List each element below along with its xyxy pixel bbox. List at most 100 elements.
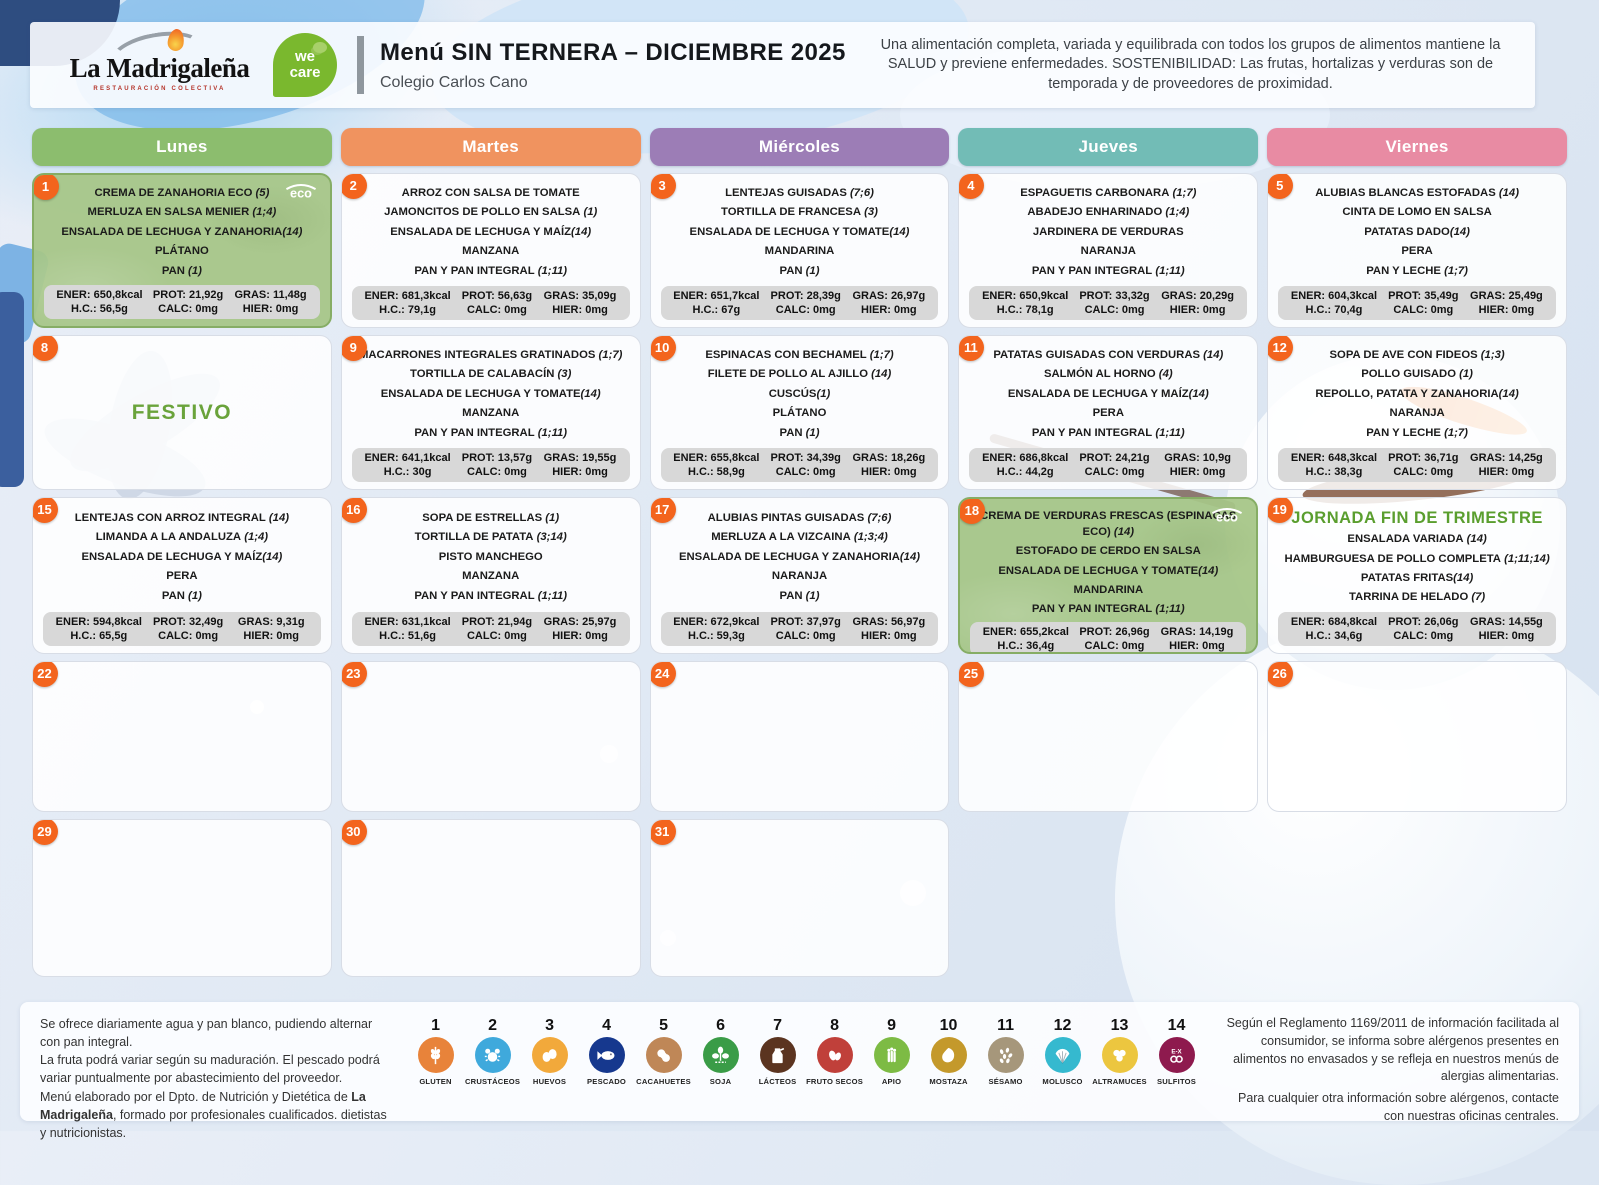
- menu-list: LENTEJAS GUISADAS (7;6) TORTILLA DE FRANC…: [661, 181, 939, 283]
- menu-item: PERA: [1092, 407, 1124, 420]
- menu-item: NARANJA: [1389, 407, 1445, 420]
- allergen-code: (1;7): [595, 349, 623, 362]
- nutrition-summary: ENER: 672,9kcal PROT: 37,97g GRAS: 56,97g H…: [660, 612, 939, 646]
- nutrition-value: H.C.: 78,1g: [996, 304, 1054, 316]
- nutrition-value: ENER: 655,8kcal: [673, 452, 760, 464]
- allergen-code: (1): [580, 206, 598, 219]
- menu-item: MANDARINA: [1073, 584, 1144, 596]
- menu-item: NARANJA: [771, 570, 828, 583]
- nutrition-value: HIER: 0mg: [1169, 466, 1226, 478]
- mustard-icon: [930, 1037, 967, 1073]
- menu-item: PERA: [166, 570, 198, 583]
- sesame-icon: [987, 1037, 1024, 1073]
- day-number-badge: 18: [960, 499, 986, 524]
- allergen-code: (1;11): [534, 264, 568, 277]
- allergen-code: (1): [184, 264, 202, 277]
- day-cell-2: 2 ARROZ CON SALSA DE TOMATE JAMONCITOS DE …: [340, 173, 641, 328]
- allergen-code: (14): [571, 225, 592, 238]
- menu-item: MERLUZA EN SALSA MENIER (1;4): [87, 206, 277, 219]
- day-number-badge: 11: [959, 336, 985, 361]
- allergen-molusco: 12 MOLUSCO: [1039, 1017, 1087, 1086]
- menu-item: PATATAS FRITAS(14): [1360, 572, 1474, 584]
- nutrition-value: CALC: 0mg: [1084, 466, 1145, 478]
- day-cell-11: 11 PATATAS GUISADAS CON VERDURAS (14) SALM…: [958, 335, 1259, 490]
- menu-item: PLÁTANO: [155, 245, 209, 258]
- nutrition-value: GRAS: 14,55g: [1470, 616, 1543, 628]
- eggs-icon: [531, 1037, 568, 1073]
- menu-item: MACARRONES INTEGRALES GRATINADOS (1;7): [358, 349, 623, 362]
- nutrition-value: H.C.: 70,4g: [1305, 304, 1363, 316]
- menu-item: PATATAS GUISADAS CON VERDURAS (14): [993, 349, 1224, 362]
- allergen-number: 1: [431, 1017, 440, 1034]
- allergen-code: (1;4): [249, 206, 277, 219]
- nutrition-value: GRAS: 26,97g: [852, 290, 926, 302]
- weekday-header-lunes: Lunes: [32, 128, 332, 166]
- nutrition-summary: ENER: 686,8kcal PROT: 24,21g GRAS: 10,9g H.…: [969, 448, 1248, 482]
- nutrition-value: HIER: 0mg: [1478, 304, 1535, 316]
- allergen-code: (1;11): [534, 589, 568, 602]
- we-care-line2: care: [289, 64, 321, 81]
- allergen-code: (1;11): [1152, 264, 1185, 277]
- menu-item: ESTOFADO DE CERDO EN SALSA: [1015, 545, 1201, 558]
- day-number-badge: 26: [1268, 662, 1294, 687]
- nutrition-value: HIER: 0mg: [1169, 304, 1226, 316]
- menu-item: PAN (1): [161, 264, 202, 277]
- day-cell-4: 4 ESPAGUETIS CARBONARA (1;7) ABADEJO ENHAR…: [958, 173, 1259, 328]
- day-cell-9: 9 MACARRONES INTEGRALES GRATINADOS (1;7) T…: [340, 335, 641, 490]
- day-number-badge: 17: [650, 498, 676, 523]
- nutrition-value: H.C.: 56,5g: [70, 303, 128, 315]
- allergen-code: (14): [899, 550, 920, 563]
- nutrition-value: CALC: 0mg: [158, 630, 219, 642]
- menu-item: TORTILLA DE PATATA (3;14): [414, 531, 567, 544]
- milk-jug-icon: [759, 1037, 796, 1073]
- allergen-sésamo: 11 SÉSAMO: [982, 1017, 1030, 1086]
- nutrition-summary: ENER: 655,2kcal PROT: 26,96g GRAS: 14,19g H…: [970, 622, 1247, 652]
- allergen-code: (1;11;14): [1500, 552, 1550, 565]
- menu-item: ENSALADA VARIADA (14): [1347, 533, 1487, 546]
- allergen-label: LÁCTEOS: [758, 1077, 797, 1086]
- nutrition-value: CALC: 0mg: [1393, 630, 1454, 642]
- day-number-badge: 31: [650, 820, 676, 845]
- day-number-badge: 1: [33, 175, 59, 200]
- day-cell-5: 5 ALUBIAS BLANCAS ESTOFADAS (14) CINTA DE …: [1267, 173, 1567, 328]
- nutrition-value: GRAS: 9,31g: [237, 616, 305, 628]
- special-day-title: JORNADA FIN DE TRIMESTRE: [1291, 509, 1543, 527]
- footer-note-2: La fruta podrá variar según su maduració…: [40, 1053, 380, 1086]
- nutrition-value: ENER: 686,8kcal: [982, 452, 1069, 464]
- nutrition-value: HIER: 0mg: [552, 466, 608, 478]
- day-cell-25: 25: [958, 661, 1259, 812]
- nutrition-value: CALC: 0mg: [466, 630, 527, 642]
- allergen-code: (1;7): [866, 349, 894, 362]
- day-cell-16: 16 SOPA DE ESTRELLAS (1) TORTILLA DE PATAT…: [340, 497, 641, 654]
- title-block: Menú SIN TERNERA – DICIEMBRE 2025 Colegi…: [380, 39, 846, 92]
- allergen-number: 7: [773, 1017, 782, 1034]
- menu-item: ALUBIAS PINTAS GUISADAS (7;6): [707, 512, 892, 525]
- day-cell-26: 26: [1267, 661, 1567, 812]
- nutrition-value: CALC: 0mg: [775, 630, 836, 642]
- eco-badge-icon: eco: [281, 180, 321, 205]
- nutrition-value: HIER: 0mg: [1478, 466, 1535, 478]
- menu-item: LENTEJAS GUISADAS (7;6): [725, 187, 874, 200]
- nutrition-value: HIER: 0mg: [552, 630, 608, 642]
- allergen-code: (1;4): [241, 531, 269, 544]
- nutrition-value: ENER: 650,9kcal: [982, 290, 1069, 302]
- allergen-soja: 6 SOJA: [697, 1017, 745, 1086]
- allergen-code: (14): [1110, 525, 1135, 538]
- allergen-number: 13: [1110, 1017, 1129, 1034]
- menu-item: POLLO GUISADO (1): [1361, 368, 1473, 381]
- menu-item: MANZANA: [462, 570, 520, 583]
- allergen-altramuces: 13 ALTRAMUCES: [1092, 1017, 1146, 1086]
- allergen-code: (1): [816, 387, 831, 400]
- day-cell-22: 22: [32, 661, 332, 812]
- menu-item: SOPA DE ESTRELLAS (1): [422, 512, 560, 525]
- allergen-code: (1): [802, 589, 820, 602]
- day-cell-12: 12 SOPA DE AVE CON FIDEOS (1;3) POLLO GUIS…: [1267, 335, 1567, 490]
- celery-icon: [873, 1037, 910, 1073]
- day-cell-17: 17 ALUBIAS PINTAS GUISADAS (7;6) MERLUZA A…: [649, 497, 950, 654]
- day-cell-23: 23: [340, 661, 641, 812]
- soy-icon: [702, 1037, 739, 1073]
- shell-icon: [1044, 1037, 1081, 1073]
- menu-item: MERLUZA A LA VIZCAINA (1;3;4): [711, 531, 888, 544]
- nutrition-value: CALC: 0mg: [1084, 304, 1145, 316]
- day-cell-10: 10 ESPINACAS CON BECHAMEL (1;7) FILETE DE …: [649, 335, 950, 490]
